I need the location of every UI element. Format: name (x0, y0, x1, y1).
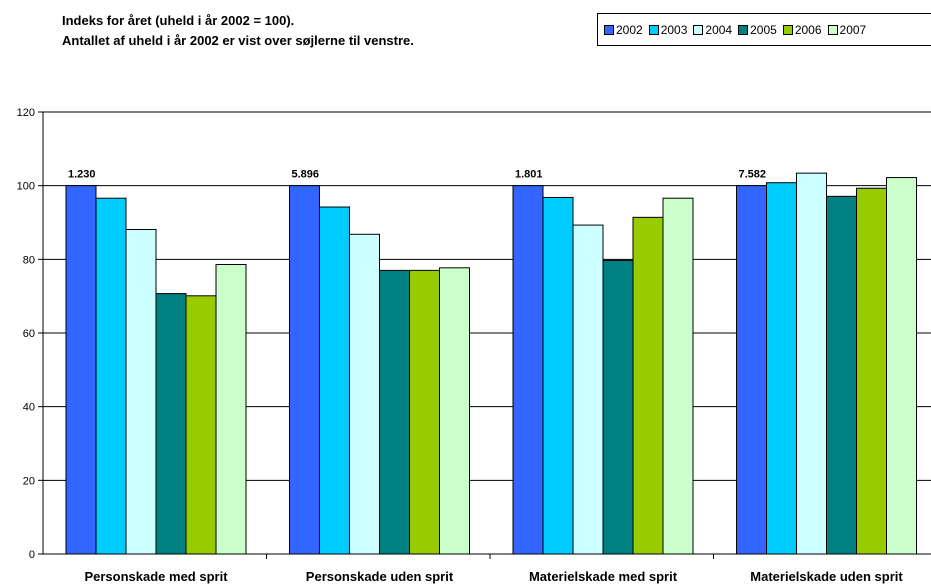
y-tick-label: 0 (29, 549, 35, 561)
legend-label: 2007 (839, 23, 867, 37)
bar-2002 (65, 185, 97, 555)
legend-item-2006: 2006 (782, 23, 822, 37)
legend-item-2005: 2005 (738, 23, 777, 37)
bar-2003 (319, 206, 350, 555)
bar-2003 (542, 196, 574, 555)
legend-swatch (782, 24, 793, 35)
bar-2006 (856, 187, 887, 555)
y-tick-label: 40 (23, 402, 35, 414)
legend-label: 2002 (616, 23, 643, 37)
legend-swatch (648, 24, 659, 35)
bar-2007 (215, 263, 247, 555)
legend-swatch (693, 24, 704, 35)
x-category-label: Personskade med sprit (84, 569, 228, 584)
bar-2004 (125, 228, 157, 555)
legend-item-2003: 2003 (648, 23, 688, 37)
bar-2004 (572, 224, 604, 555)
subtitle-line-2: Antallet af uheld i år 2002 er vist over… (62, 33, 414, 48)
bar-2005 (826, 195, 857, 555)
y-tick-label: 120 (17, 107, 35, 119)
x-category-label: Personskade uden sprit (306, 569, 454, 584)
x-category-label: Materielskade uden sprit (750, 569, 903, 584)
bar-2002 (512, 185, 544, 555)
legend-label: 2003 (660, 23, 688, 37)
bar-2006 (632, 216, 664, 555)
legend-item-2002: 2002 (604, 23, 643, 37)
legend-swatch (738, 24, 749, 35)
bar-2002 (736, 185, 767, 555)
bar-2004 (349, 233, 380, 555)
bar-2005 (379, 269, 410, 555)
bar-2004 (796, 172, 827, 555)
legend-swatch (827, 24, 838, 35)
data-label: 1.230 (68, 169, 96, 181)
bar-2005 (155, 293, 187, 555)
y-tick-label: 20 (23, 475, 35, 487)
bar-2002 (289, 185, 320, 555)
data-label: 1.801 (515, 169, 543, 181)
legend-label: 2004 (705, 23, 733, 37)
legend-label: 2006 (794, 23, 822, 37)
bar-2007 (886, 177, 917, 555)
legend-item-2004: 2004 (693, 23, 732, 37)
legend: 2002 2003 2004 2005 2006 2007 (597, 13, 931, 46)
bar-2003 (95, 197, 127, 555)
bar-2006 (185, 295, 217, 555)
legend-label: 2005 (750, 23, 777, 37)
bar-2005 (602, 259, 634, 555)
bar-2007 (662, 197, 694, 555)
data-label: 7.582 (739, 169, 767, 181)
data-label: 5.896 (292, 169, 320, 181)
y-tick-label: 60 (23, 328, 35, 340)
x-category-label: Materielskade med sprit (529, 569, 678, 584)
chart-subtitle: Indeks for året (uheld i år 2002 = 100).… (62, 11, 414, 51)
y-tick-label: 100 (17, 181, 35, 193)
y-tick-label: 80 (23, 254, 35, 266)
bar-2007 (439, 267, 470, 555)
subtitle-line-1: Indeks for året (uheld i år 2002 = 100). (62, 13, 295, 28)
legend-items: 2002 2003 2004 2005 2006 2007 (604, 23, 872, 37)
bar-2003 (766, 182, 797, 555)
bar-2006 (409, 269, 440, 555)
legend-item-2007: 2007 (827, 23, 867, 37)
legend-swatch (604, 24, 614, 35)
